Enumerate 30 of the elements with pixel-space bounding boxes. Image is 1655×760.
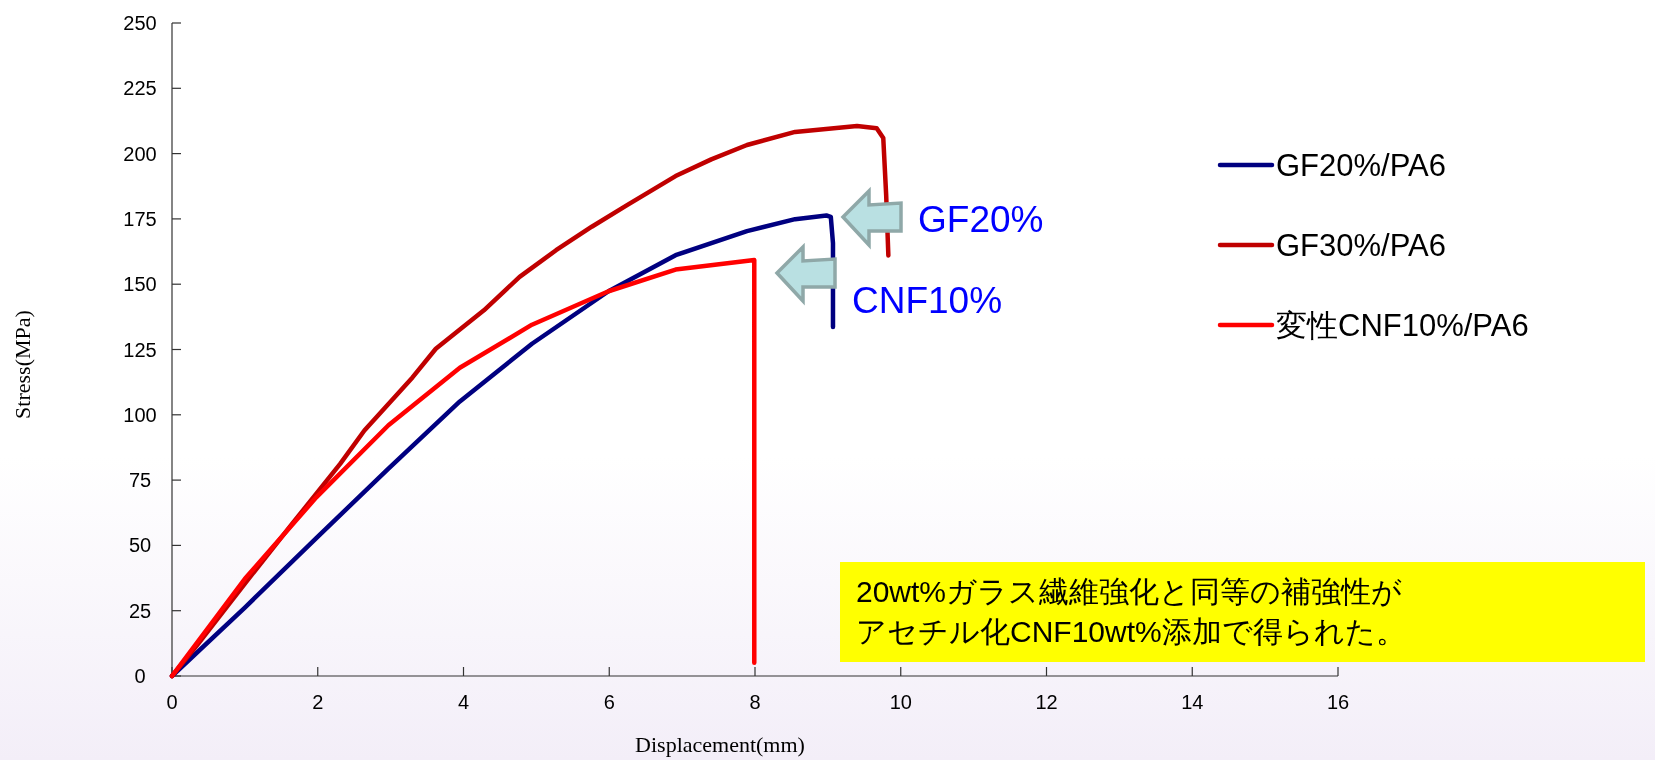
y-tick-label: 175 bbox=[123, 207, 157, 230]
annotation: 20wt%ガラス繊維強化と同等の補強性が bbox=[856, 575, 1403, 608]
x-tick-label: 10 bbox=[889, 691, 912, 713]
annotation: アセチル化CNF10wt%添加で得られた。 bbox=[856, 615, 1406, 648]
annotation: GF20% bbox=[918, 199, 1044, 240]
y-tick-label: 250 bbox=[123, 12, 157, 34]
y-tick-label: 125 bbox=[123, 338, 157, 361]
y-tick-label: 75 bbox=[128, 469, 152, 492]
x-axis-title: Displacement(mm) bbox=[635, 732, 805, 757]
x-tick-label: 6 bbox=[603, 691, 615, 713]
legend-label: 変性CNF10%/PA6 bbox=[1276, 308, 1529, 343]
y-axis-title: Stress(MPa) bbox=[10, 310, 35, 419]
x-tick-label: 4 bbox=[457, 691, 470, 713]
y-tick-label: 0 bbox=[134, 665, 146, 687]
y-tick-label: 50 bbox=[128, 534, 152, 557]
legend-label: GF30%/PA6 bbox=[1276, 228, 1447, 263]
x-tick-label: 16 bbox=[1326, 691, 1350, 713]
y-tick-label: 200 bbox=[123, 142, 157, 165]
y-tick-label: 150 bbox=[123, 273, 157, 296]
y-tick-label: 225 bbox=[123, 77, 157, 100]
x-tick-label: 2 bbox=[312, 691, 324, 713]
x-tick-label: 12 bbox=[1035, 691, 1058, 713]
y-tick-label: 100 bbox=[123, 403, 157, 426]
note-box: 20wt%ガラス繊維強化と同等の補強性が アセチル化CNF10wt%添加で得られた。 bbox=[840, 562, 1645, 662]
x-tick-label: 14 bbox=[1181, 691, 1204, 713]
legend-label: GF20%/PA6 bbox=[1276, 148, 1447, 183]
y-tick-label: 25 bbox=[128, 599, 152, 622]
annotation: CNF10% bbox=[852, 280, 1003, 321]
x-tick-label: 8 bbox=[749, 691, 761, 713]
x-tick-label: 0 bbox=[166, 691, 178, 713]
